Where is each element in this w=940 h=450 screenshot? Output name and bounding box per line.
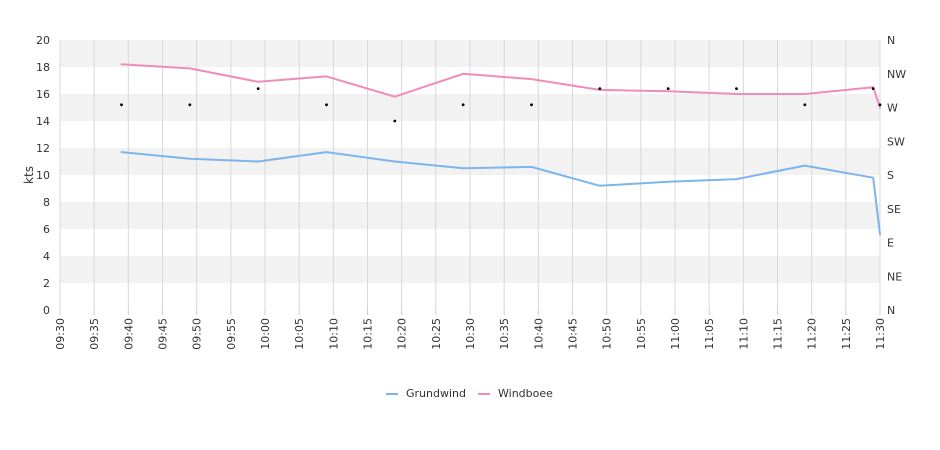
- direction-tick-label: SE: [887, 203, 901, 216]
- x-tick-label: 10:25: [430, 318, 443, 350]
- y-axis-ticks: 0 2 4 6 8 10 12 14 16 18 20: [36, 34, 50, 317]
- y-tick-label: 6: [43, 223, 50, 236]
- x-tick-label: 11:10: [737, 318, 750, 350]
- direction-point: [188, 103, 192, 107]
- series-lines: [120, 63, 881, 236]
- direction-point: [256, 87, 260, 90]
- x-tick-label: 10:00: [259, 318, 272, 350]
- x-tick-label: 11:30: [874, 318, 887, 350]
- direction-tick-label: E: [887, 237, 894, 250]
- direction-point: [878, 103, 882, 107]
- direction-point: [530, 103, 533, 107]
- x-tick-label: 10:55: [635, 318, 648, 350]
- x-tick-label: 10:40: [532, 318, 545, 350]
- legend-item-windboee[interactable]: Windboee: [478, 387, 553, 400]
- y-tick-label: 16: [36, 88, 50, 101]
- x-tick-label: 11:20: [806, 318, 819, 350]
- direction-tick-label: NE: [887, 270, 902, 283]
- legend: Grundwind Windboee: [386, 387, 553, 400]
- direction-tick-label: N: [887, 34, 895, 47]
- direction-point: [598, 87, 602, 90]
- x-tick-label: 10:20: [396, 318, 409, 350]
- x-tick-label: 09:35: [88, 318, 101, 350]
- x-tick-label: 11:05: [703, 318, 716, 350]
- direction-tick-label: N: [887, 304, 895, 317]
- direction-tick-label: S: [887, 169, 894, 182]
- x-tick-label: 11:15: [772, 318, 785, 350]
- direction-point: [325, 103, 328, 107]
- y-tick-label: 4: [43, 250, 50, 263]
- direction-tick-label: NW: [887, 68, 906, 81]
- direction-point: [803, 103, 807, 107]
- x-tick-label: 09:30: [54, 318, 67, 350]
- direction-tick-label: SW: [887, 135, 905, 148]
- direction-tick-label: W: [887, 102, 898, 115]
- legend-label: Grundwind: [406, 387, 466, 400]
- direction-point: [393, 119, 397, 123]
- y-tick-label: 14: [36, 115, 50, 128]
- legend-label: Windboee: [498, 387, 553, 400]
- y-tick-label: 2: [43, 277, 50, 290]
- x-tick-label: 10:15: [362, 318, 375, 350]
- y-axis-label: kts: [22, 166, 36, 184]
- x-tick-label: 09:40: [122, 318, 135, 350]
- x-tick-label: 10:50: [601, 318, 614, 350]
- direction-point: [120, 103, 123, 107]
- x-tick-label: 10:30: [464, 318, 477, 350]
- direction-point: [666, 87, 670, 90]
- x-tick-label: 09:45: [157, 318, 170, 350]
- y-tick-label: 0: [43, 304, 50, 317]
- series-line-grundwind: [120, 151, 881, 236]
- y-tick-label: 12: [36, 142, 50, 155]
- direction-axis-ticks: N NE E SE S SW W NW N: [887, 34, 906, 317]
- x-tick-label: 10:10: [327, 318, 340, 350]
- y-tick-label: 10: [36, 169, 50, 182]
- x-tick-label: 09:55: [225, 318, 238, 350]
- direction-point: [461, 103, 465, 107]
- x-tick-label: 11:00: [669, 318, 682, 350]
- series-line-windboee: [120, 63, 881, 109]
- legend-item-grundwind[interactable]: Grundwind: [386, 387, 466, 400]
- x-tick-label: 11:25: [840, 318, 853, 350]
- direction-point: [735, 87, 738, 90]
- y-tick-label: 20: [36, 34, 50, 47]
- y-tick-label: 18: [36, 61, 50, 74]
- y-tick-label: 8: [43, 196, 50, 209]
- vertical-gridlines: [59, 40, 881, 310]
- x-tick-label: 10:35: [498, 318, 511, 350]
- direction-point: [871, 87, 875, 90]
- x-tick-label: 09:50: [191, 318, 204, 350]
- x-tick-label: 10:45: [567, 318, 580, 350]
- direction-points: [120, 87, 882, 123]
- x-tick-label: 10:05: [293, 318, 306, 350]
- x-axis-ticks: 09:30 09:35 09:40 09:45 09:50 09:55 10:00 10:05…: [54, 310, 887, 350]
